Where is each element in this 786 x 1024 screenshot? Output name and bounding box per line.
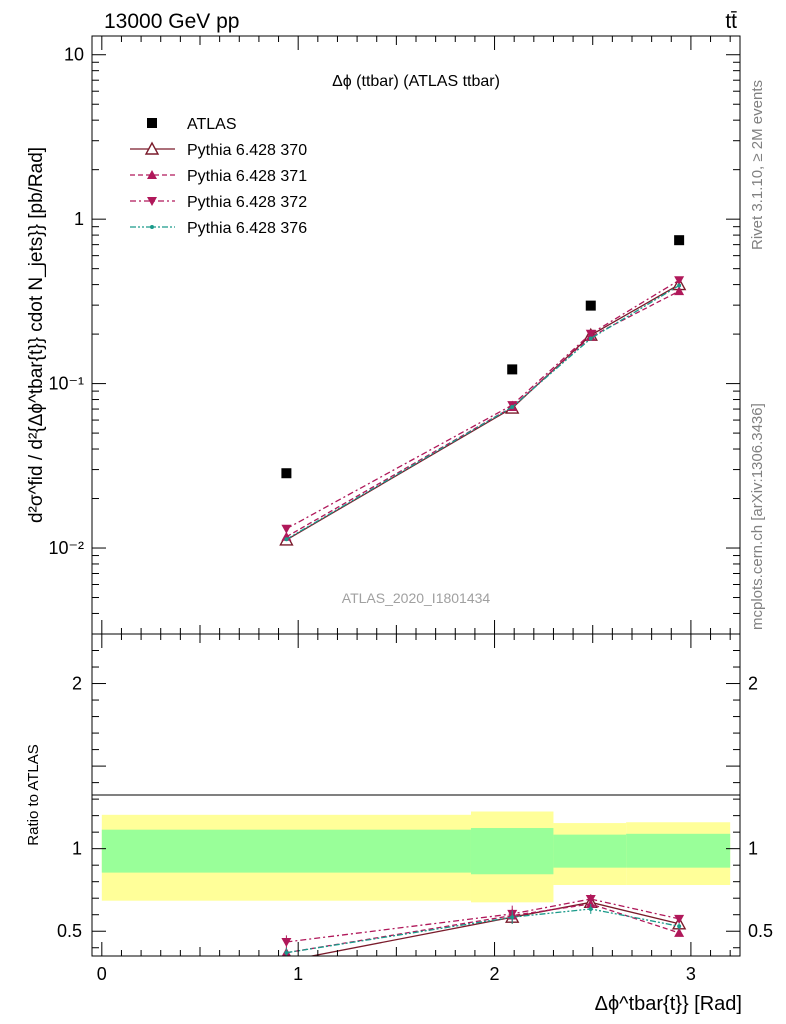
ratio-y-tick-label: 1 xyxy=(72,839,82,859)
ratio-band-inner xyxy=(553,834,627,868)
legend-entry: Pythia 6.428 370 xyxy=(130,141,307,159)
main-data-point xyxy=(510,405,515,410)
x-tick-label: 1 xyxy=(293,964,303,984)
ratio-data-point xyxy=(674,927,685,937)
x-tick-label: 3 xyxy=(686,964,696,984)
main-panel: 10⁻² 10⁻¹ 1 10 Δϕ (ttbar) (ATLAS ttbar) ATL… xyxy=(26,35,741,635)
ratio-band-inner xyxy=(101,829,471,873)
main-y-axis-label-text: d²σ^fid / d²{Δϕ^tbar{t}} cdot N_jets}} [… xyxy=(26,147,47,523)
main-y-axis: 10⁻² 10⁻¹ 1 10 xyxy=(48,45,740,635)
x-tick-label: 2 xyxy=(490,964,500,984)
mcplots-reference-label: mcplots.cern.ch [arXiv:1306.3436] xyxy=(749,403,766,630)
ratio-data-point xyxy=(284,950,289,955)
ratio-y-tick-label-right: 2 xyxy=(748,674,758,694)
header-final-state-label: tt̄ xyxy=(725,10,737,33)
ratio-y-tick-label-right: 1 xyxy=(748,839,758,859)
ratio-y-tick-label: 2 xyxy=(72,674,82,694)
main-data-point xyxy=(281,468,292,479)
ratio-data-point xyxy=(585,895,596,905)
ratio-data-point xyxy=(674,914,685,924)
legend-marker xyxy=(150,225,154,229)
main-y-tick-label: 10⁻² xyxy=(48,538,84,558)
main-x-ticks xyxy=(101,36,731,634)
ratio-data-point xyxy=(281,937,292,947)
ratio-data-point xyxy=(285,953,288,956)
legend-label: Pythia 6.428 371 xyxy=(187,168,307,185)
ratio-y-tick-label: 0.5 xyxy=(57,921,82,941)
main-data-point xyxy=(674,276,685,286)
ratio-x-axis: 0 1 2 3 xyxy=(97,634,731,984)
ratio-series-layer xyxy=(281,894,687,956)
legend-marker xyxy=(147,170,157,179)
ratio-data-point xyxy=(588,906,593,911)
analysis-watermark: ATLAS_2020_I1801434 xyxy=(342,590,491,606)
legend-entry: Pythia 6.428 372 xyxy=(130,194,307,211)
legend-label: Pythia 6.428 372 xyxy=(187,194,307,211)
legend-entry: Pythia 6.428 371 xyxy=(130,168,307,185)
main-series-4 xyxy=(284,283,682,542)
legend-label: ATLAS xyxy=(187,116,237,133)
ratio-series-1 xyxy=(281,898,685,956)
ratio-series-2 xyxy=(281,894,685,949)
main-data-point xyxy=(585,329,596,339)
x-axis-label: Δϕ^tbar{t}} [Rad] xyxy=(595,993,742,1015)
main-series-layer xyxy=(279,235,687,546)
main-y-tick-label: 10⁻¹ xyxy=(48,374,84,394)
legend-marker xyxy=(147,197,157,206)
legend-label: Pythia 6.428 370 xyxy=(187,142,307,159)
rivet-version-label: Rivet 3.1.10, ≥ 2M events xyxy=(749,80,766,250)
main-y-tick-label: 1 xyxy=(74,209,84,229)
x-tick-label: 0 xyxy=(97,964,107,984)
ratio-data-point xyxy=(510,915,515,920)
main-y-axis-label: d²σ^fid / d²{Δϕ^tbar{t}} cdot N_jets}} [… xyxy=(26,147,47,523)
main-data-point xyxy=(674,235,685,246)
ratio-series-line xyxy=(286,908,680,954)
ratio-series-3 xyxy=(284,903,682,956)
ratio-series-line xyxy=(286,903,680,954)
main-series-line xyxy=(286,279,680,530)
ratio-data-point xyxy=(677,924,682,929)
main-data-point xyxy=(284,537,289,542)
main-data-point xyxy=(674,286,685,296)
ratio-band-inner xyxy=(626,833,731,868)
main-data-point xyxy=(507,364,518,375)
ratio-y-axis-label: Ratio to ATLAS xyxy=(25,744,42,845)
legend: ATLAS Pythia 6.428 370 Pythia 6.428 371 Pyt… xyxy=(130,116,307,237)
main-data-point xyxy=(677,283,682,288)
main-y-tick-label: 10 xyxy=(64,45,84,65)
main-series-2 xyxy=(281,286,685,541)
ratio-y-tick-label-right: 0.5 xyxy=(748,921,773,941)
main-series-line xyxy=(286,284,680,540)
ratio-uncertainty-bands xyxy=(101,811,731,903)
chart-title: Δϕ (ttbar) (ATLAS ttbar) xyxy=(332,73,500,90)
legend-entry: ATLAS xyxy=(147,116,237,133)
main-series-line xyxy=(286,290,680,538)
legend-entry: Pythia 6.428 376 xyxy=(130,220,307,237)
ratio-series-line xyxy=(308,901,680,956)
ratio-panel: 0.5 0.5 1 1 2 2 0 1 2 3 Ratio to ATLAS Δϕ^tbar{t… xyxy=(25,633,773,1015)
main-series-3 xyxy=(281,276,685,534)
header-process-label: 13000 GeV pp xyxy=(104,10,239,33)
main-series-0 xyxy=(281,235,685,479)
ratio-series-line xyxy=(286,898,680,943)
ratio-band-inner xyxy=(470,828,554,875)
main-series-line xyxy=(286,284,680,541)
main-data-point xyxy=(585,300,596,311)
legend-marker xyxy=(147,118,157,128)
legend-marker xyxy=(144,141,160,155)
legend-label: Pythia 6.428 376 xyxy=(187,220,307,237)
main-data-point xyxy=(281,524,292,534)
ratio-y-axis: 0.5 0.5 1 1 2 2 xyxy=(57,633,773,949)
main-data-point xyxy=(588,336,593,341)
